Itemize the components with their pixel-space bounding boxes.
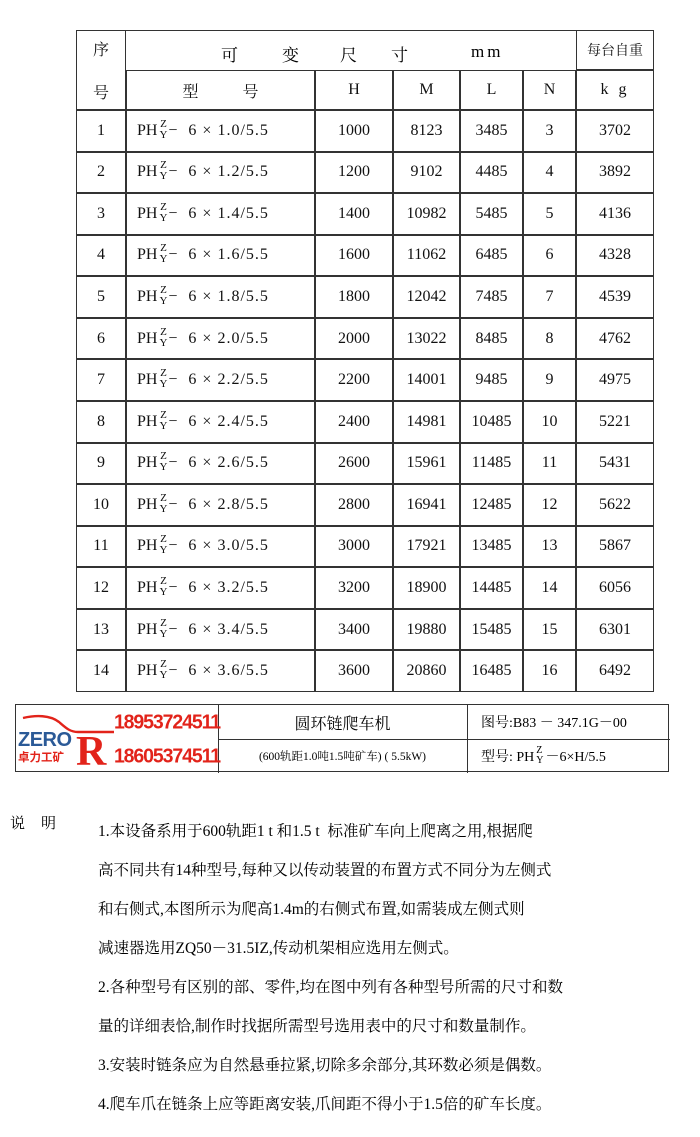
svg-text:ZERO: ZERO [18,729,72,751]
svg-text:卓力工矿: 卓力工矿 [18,749,64,765]
svg-text:R: R [76,729,107,773]
